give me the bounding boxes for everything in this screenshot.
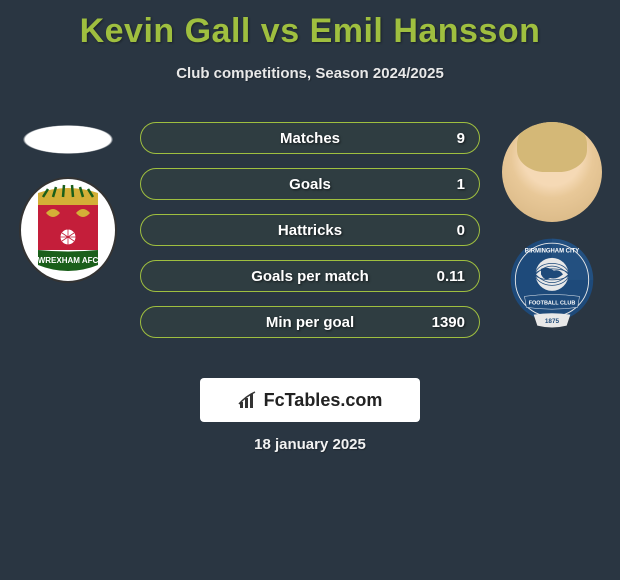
bar-chart-icon [238, 390, 258, 410]
stat-label: Hattricks [278, 222, 342, 239]
stat-row-goals: Goals 1 [140, 168, 480, 200]
stat-value-right: 9 [457, 130, 465, 147]
left-club-badge: WREXHAM AFC [18, 175, 118, 285]
left-player-column: WREXHAM AFC [8, 122, 128, 285]
stats-area: WREXHAM AFC BIRMINGHAM CITY FOOTBALL CLU… [0, 122, 620, 338]
page-title: Kevin Gall vs Emil Hansson [0, 0, 620, 51]
right-club-badge: BIRMINGHAM CITY FOOTBALL CLUB 1875 [502, 234, 602, 344]
footer-logo: FcTables.com [200, 378, 420, 422]
stat-label: Matches [280, 130, 340, 147]
stat-label: Goals per match [251, 268, 369, 285]
svg-text:1875: 1875 [545, 318, 560, 325]
right-player-photo [502, 122, 602, 222]
stat-row-mpg: Min per goal 1390 [140, 306, 480, 338]
subtitle: Club competitions, Season 2024/2025 [0, 65, 620, 82]
stat-value-right: 1 [457, 176, 465, 193]
stat-value-right: 0 [457, 222, 465, 239]
left-player-photo-placeholder [13, 122, 123, 157]
stat-bars: Matches 9 Goals 1 Hattricks 0 Goals per … [140, 122, 480, 338]
stat-row-matches: Matches 9 [140, 122, 480, 154]
footer-logo-text: FcTables.com [264, 390, 383, 411]
stat-value-right: 0.11 [437, 268, 465, 285]
stat-value-right: 1390 [432, 314, 465, 331]
footer-date: 18 january 2025 [0, 436, 620, 453]
svg-text:FOOTBALL CLUB: FOOTBALL CLUB [529, 301, 576, 307]
stat-label: Min per goal [266, 314, 354, 331]
stat-row-hattricks: Hattricks 0 [140, 214, 480, 246]
stat-label: Goals [289, 176, 331, 193]
svg-text:WREXHAM AFC: WREXHAM AFC [38, 256, 99, 265]
stat-row-gpm: Goals per match 0.11 [140, 260, 480, 292]
right-player-column: BIRMINGHAM CITY FOOTBALL CLUB 1875 [492, 122, 612, 344]
svg-text:BIRMINGHAM CITY: BIRMINGHAM CITY [525, 248, 579, 254]
